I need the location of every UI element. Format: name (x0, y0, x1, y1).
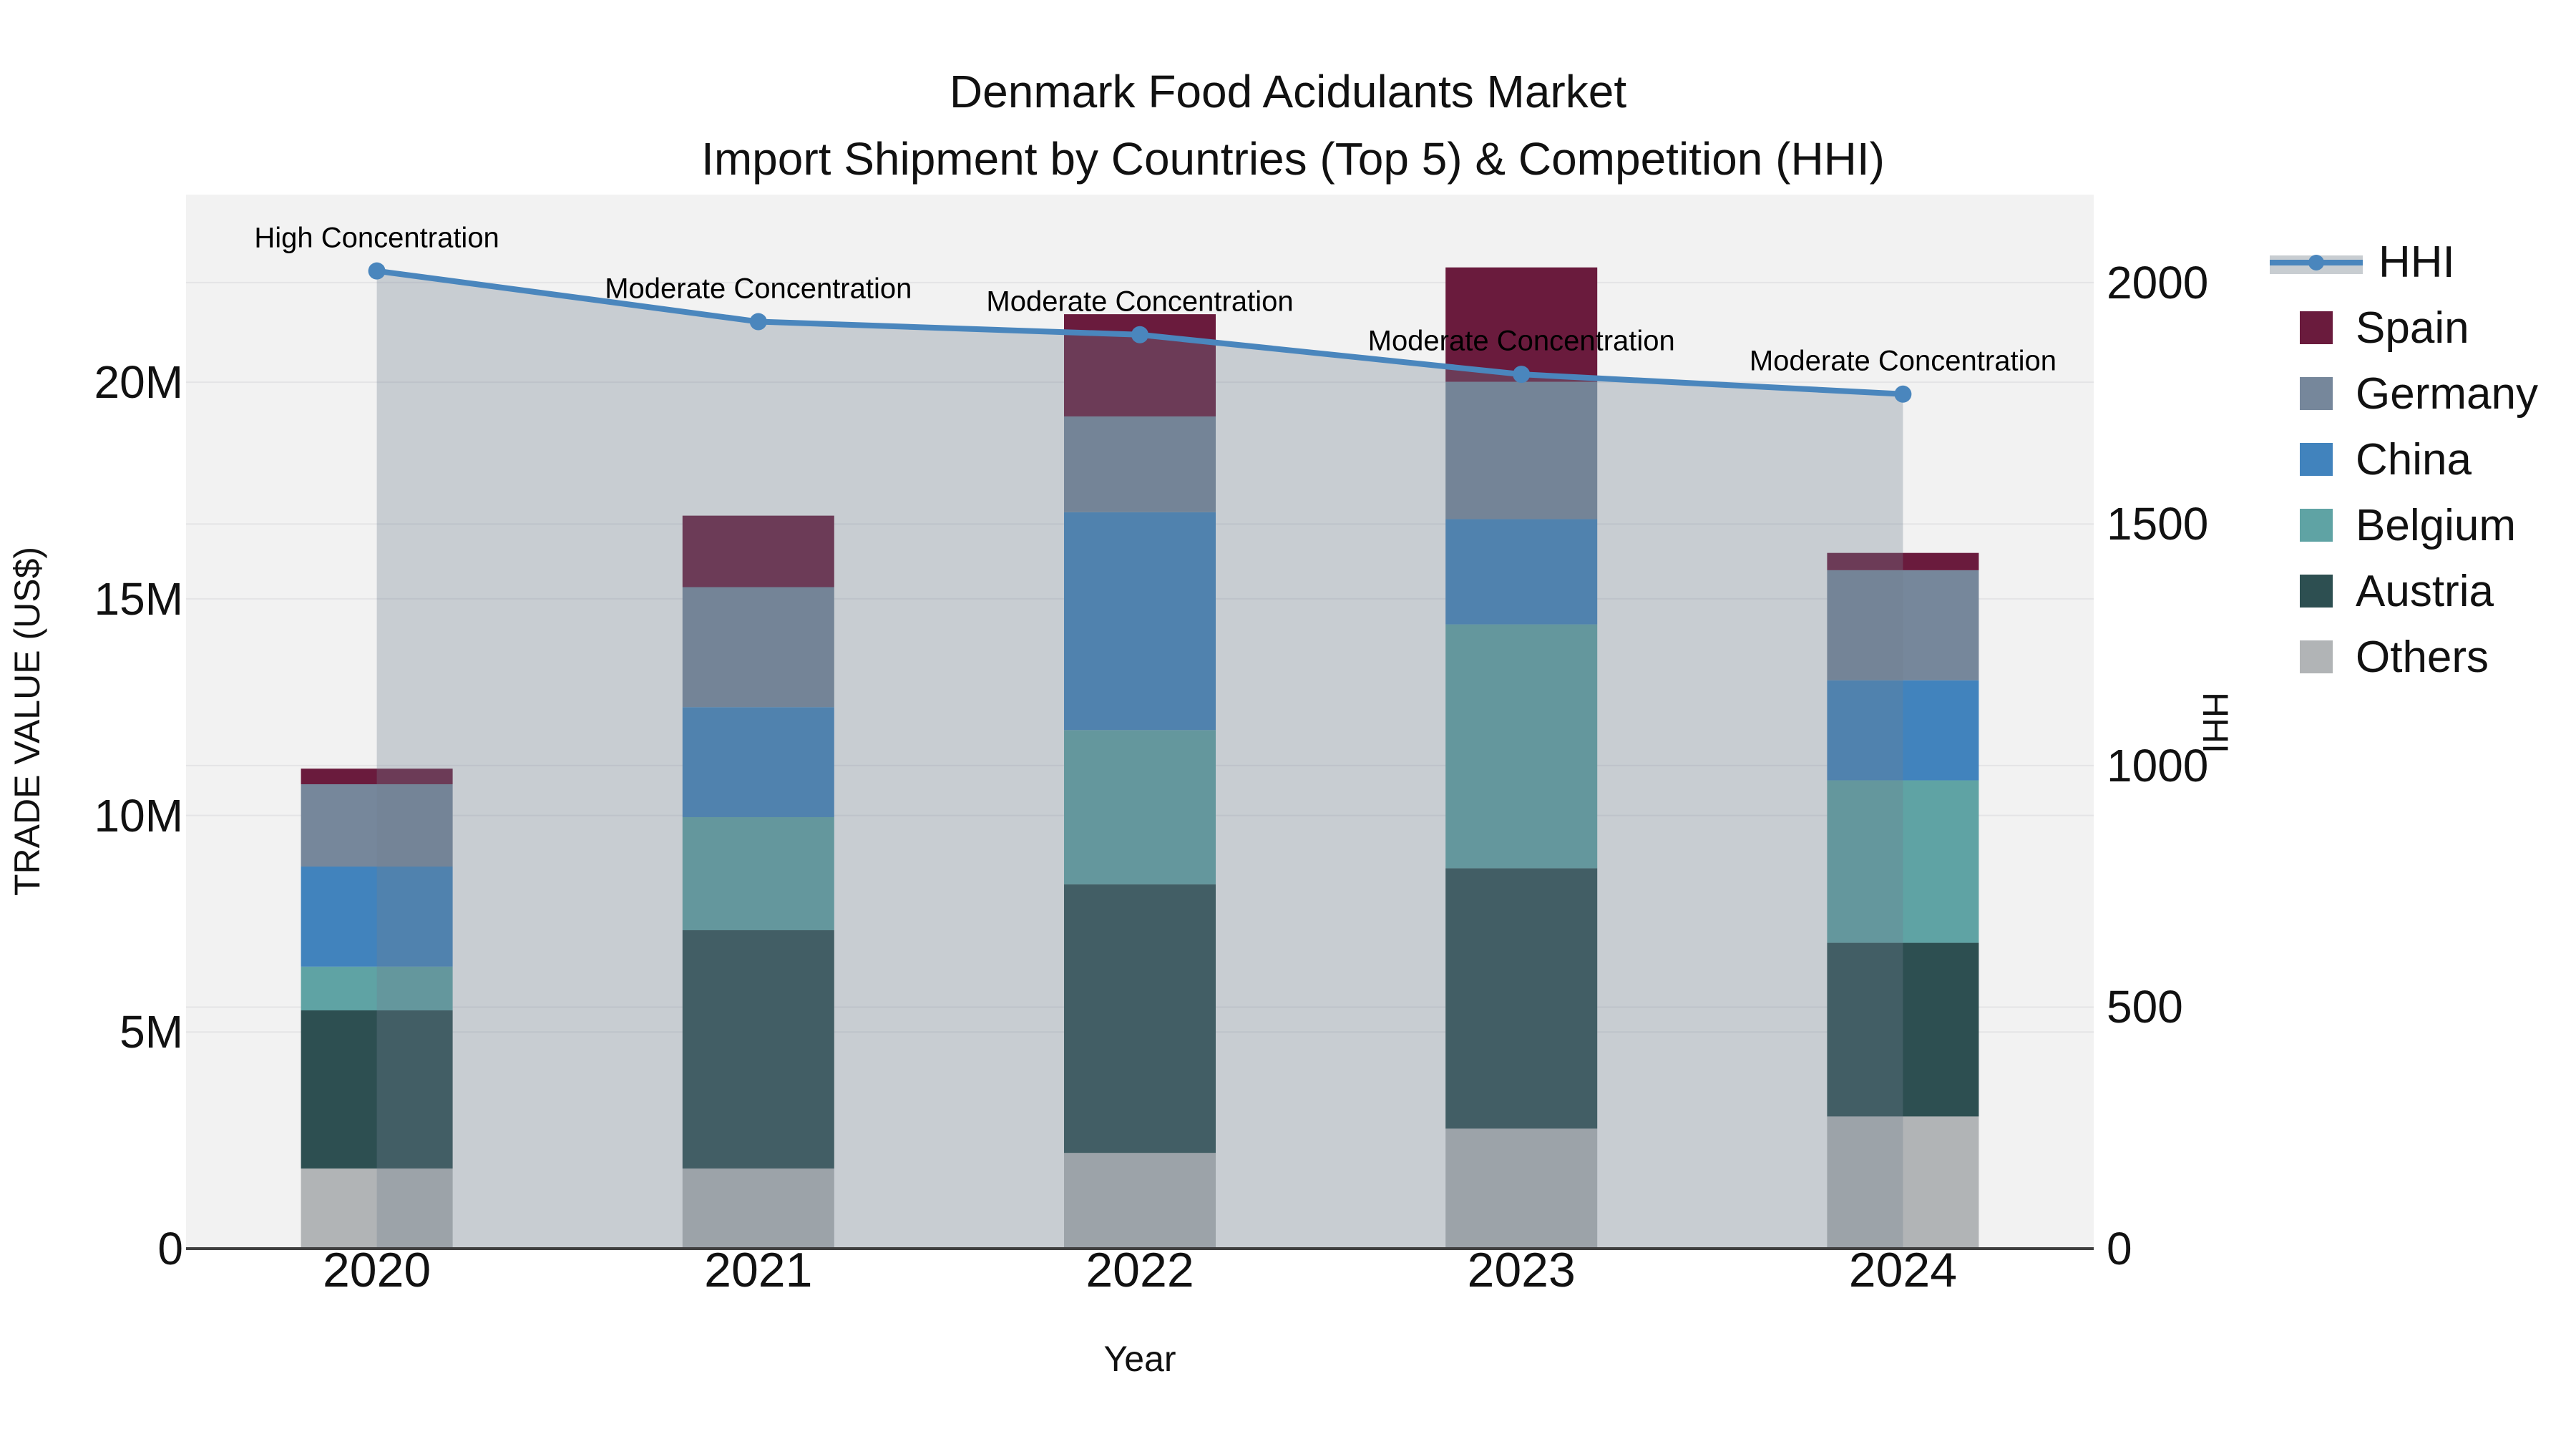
annotation-2024: Moderate Concentration (1749, 345, 2057, 377)
bar-segment-belgium-2022[interactable] (1064, 730, 1216, 884)
bar-segment-belgium-2023[interactable] (1445, 624, 1598, 869)
left-tick-20M: 20M (94, 356, 184, 409)
x-tick-2023: 2023 (1467, 1243, 1576, 1297)
annotation-2023: Moderate Concentration (1367, 325, 1675, 357)
legend-swatch-spain (2300, 311, 2333, 344)
bar-segment-austria-2020[interactable] (301, 1010, 453, 1169)
bar-segment-germany-2023[interactable] (1445, 381, 1598, 519)
bar-segment-spain-2024[interactable] (1827, 552, 1979, 570)
bar-segment-china-2020[interactable] (301, 867, 453, 967)
right-tick-1000: 1000 (2107, 739, 2209, 791)
hhi-marker-2021[interactable] (749, 313, 767, 331)
legend-label-spain: Spain (2356, 303, 2469, 353)
legend-swatch-germany (2300, 377, 2333, 410)
bar-segment-others-2024[interactable] (1827, 1116, 1979, 1249)
hhi-area-fill (376, 270, 1903, 1249)
x-tick-2024: 2024 (1848, 1243, 1958, 1297)
hhi-marker-2024[interactable] (1894, 385, 1912, 403)
legend-label-germany: Germany (2356, 369, 2538, 419)
hhi-marker-2023[interactable] (1513, 366, 1531, 384)
legend-item-austria[interactable]: Austria (2270, 558, 2538, 624)
left-tick-5M: 5M (119, 1006, 183, 1058)
chart-title-line1: Denmark Food Acidulants Market (949, 66, 1627, 117)
bar-segment-austria-2024[interactable] (1827, 942, 1979, 1117)
legend-item-china[interactable]: China (2270, 426, 2538, 492)
bar-segment-spain-2021[interactable] (682, 515, 834, 587)
annotation-2020: High Concentration (254, 222, 499, 254)
legend-label-china: China (2356, 434, 2472, 484)
bar-segment-others-2023[interactable] (1445, 1128, 1598, 1249)
bar-segment-austria-2023[interactable] (1445, 868, 1598, 1129)
legend-item-others[interactable]: Others (2270, 624, 2538, 690)
left-tick-0: 0 (157, 1223, 183, 1274)
bar-segment-china-2023[interactable] (1445, 519, 1598, 625)
x-tick-2021: 2021 (704, 1243, 813, 1297)
bar-segment-belgium-2020[interactable] (301, 966, 453, 1011)
right-tick-0: 0 (2107, 1223, 2132, 1274)
legend-item-hhi[interactable]: HHI (2270, 229, 2538, 295)
legend-swatch-china (2300, 443, 2333, 476)
left-tick-10M: 10M (94, 789, 184, 841)
legend-swatch-austria (2300, 575, 2333, 608)
bar-segment-germany-2024[interactable] (1827, 570, 1979, 680)
hhi-line-sample-icon (2270, 245, 2363, 278)
x-axis-title: Year (1103, 1339, 1176, 1379)
left-tick-15M: 15M (94, 572, 184, 625)
bar-segment-austria-2022[interactable] (1064, 884, 1216, 1153)
bar-segment-belgium-2021[interactable] (682, 816, 834, 931)
legend-label-others: Others (2356, 632, 2489, 682)
bar-segment-germany-2022[interactable] (1064, 416, 1216, 512)
legend-label-hhi: HHI (2379, 237, 2455, 287)
legend-label-belgium: Belgium (2356, 500, 2516, 550)
bar-segment-austria-2021[interactable] (682, 930, 834, 1169)
right-tick-2000: 2000 (2107, 256, 2209, 308)
hhi-marker-2022[interactable] (1131, 326, 1148, 343)
bar-segment-china-2022[interactable] (1064, 512, 1216, 731)
legend-swatch-others (2300, 640, 2333, 673)
bar-segment-others-2022[interactable] (1064, 1153, 1216, 1249)
hhi-marker-2020[interactable] (368, 262, 386, 280)
legend-item-belgium[interactable]: Belgium (2270, 492, 2538, 558)
bar-segment-china-2024[interactable] (1827, 680, 1979, 781)
bar-segment-spain-2020[interactable] (301, 769, 453, 784)
legend: HHI Spain Germany China Belgium Austria Others (2270, 229, 2538, 690)
bar-segment-spain-2023[interactable] (1445, 267, 1598, 382)
legend-item-germany[interactable]: Germany (2270, 361, 2538, 426)
x-tick-2020: 2020 (322, 1243, 431, 1297)
bar-segment-china-2021[interactable] (682, 707, 834, 817)
bar-segment-belgium-2024[interactable] (1827, 780, 1979, 943)
chart-title-line2: Import Shipment by Countries (Top 5) & C… (701, 133, 1885, 185)
bar-segment-germany-2020[interactable] (301, 784, 453, 867)
right-tick-500: 500 (2107, 981, 2183, 1033)
bar-segment-others-2021[interactable] (682, 1168, 834, 1249)
legend-item-spain[interactable]: Spain (2270, 295, 2538, 361)
right-tick-1500: 1500 (2107, 498, 2209, 550)
annotation-2021: Moderate Concentration (605, 273, 912, 305)
legend-swatch-belgium (2300, 509, 2333, 542)
legend-label-austria: Austria (2356, 566, 2494, 616)
annotation-2022: Moderate Concentration (986, 286, 1294, 318)
x-tick-2022: 2022 (1085, 1243, 1194, 1297)
bar-segment-others-2020[interactable] (301, 1168, 453, 1249)
bar-segment-germany-2021[interactable] (682, 587, 834, 708)
